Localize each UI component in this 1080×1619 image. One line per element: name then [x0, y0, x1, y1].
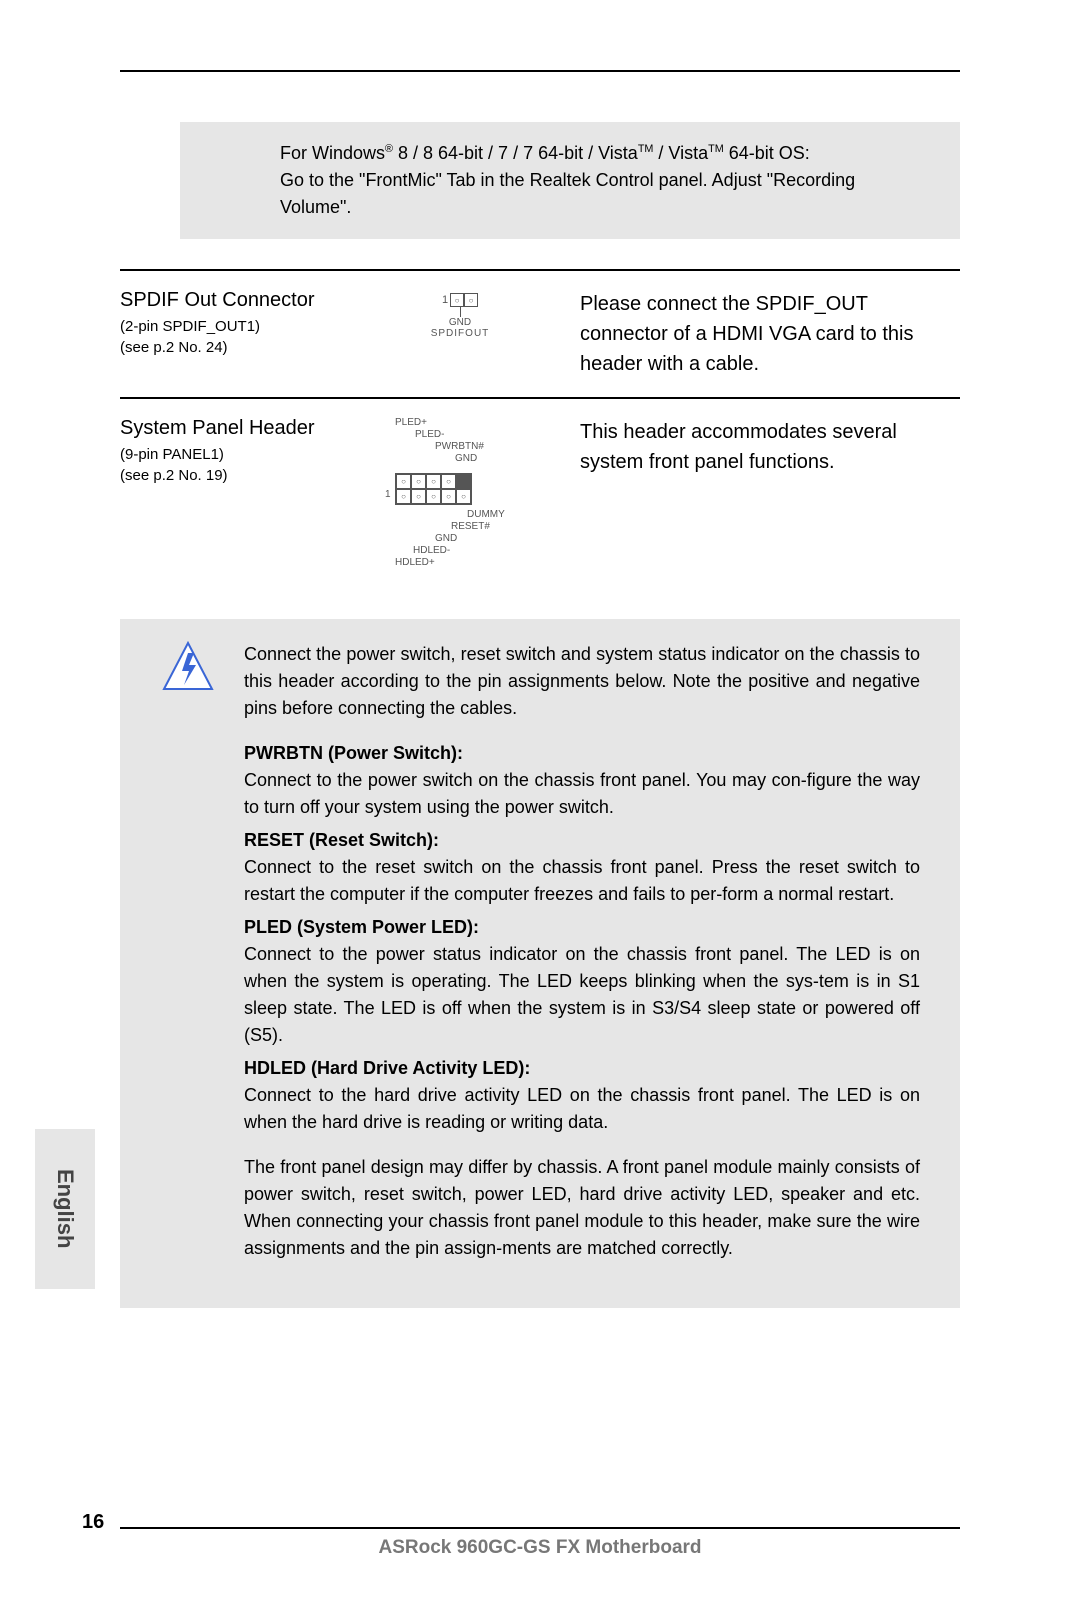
info-intro: Connect the power switch, reset switch a… — [244, 641, 920, 722]
section-spdif: SPDIF Out Connector (2-pin SPDIF_OUT1) (… — [120, 289, 960, 379]
page-number: 16 — [82, 1511, 112, 1534]
spdif-sub1: (2-pin SPDIF_OUT1) — [120, 318, 340, 335]
note-text: For Windows® 8 / 8 64-bit / 7 / 7 64-bit… — [280, 140, 920, 167]
spdif-diagram: 1 ○○ GND SPDIFOUT — [431, 293, 490, 339]
info-subtext: Connect to the power status indicator on… — [244, 941, 920, 1049]
spdif-desc: Please connect the SPDIF_OUT connector o… — [580, 289, 960, 379]
note-box-windows: For Windows® 8 / 8 64-bit / 7 / 7 64-bit… — [180, 122, 960, 239]
lightning-icon — [160, 641, 216, 1280]
info-subhead: RESET (Reset Switch): — [244, 827, 920, 854]
info-outro: The front panel design may differ by cha… — [244, 1154, 920, 1262]
info-box: Connect the power switch, reset switch a… — [120, 619, 960, 1308]
note-text-2: Go to the "FrontMic" Tab in the Realtek … — [280, 167, 920, 221]
info-subtext: Connect to the power switch on the chass… — [244, 767, 920, 821]
info-subtext: Connect to the hard drive activity LED o… — [244, 1082, 920, 1136]
footer: 16 ASRock 960GC-GS FX Motherboard — [120, 1527, 960, 1559]
info-subhead: HDLED (Hard Drive Activity LED): — [244, 1055, 920, 1082]
language-tab: English — [35, 1129, 95, 1289]
info-content: Connect the power switch, reset switch a… — [244, 641, 920, 1280]
info-subhead: PWRBTN (Power Switch): — [244, 740, 920, 767]
rule-mid-2 — [120, 397, 960, 399]
footer-title: ASRock 960GC-GS FX Motherboard — [120, 1537, 960, 1559]
panel-sub2: (see p.2 No. 19) — [120, 467, 340, 484]
language-label: English — [52, 1169, 78, 1248]
panel-desc: This header accommodates several system … — [580, 417, 960, 477]
spdif-sub2: (see p.2 No. 24) — [120, 339, 340, 356]
info-subhead: PLED (System Power LED): — [244, 914, 920, 941]
panel-sub1: (9-pin PANEL1) — [120, 446, 340, 463]
rule-top — [120, 70, 960, 72]
spdif-title: SPDIF Out Connector — [120, 289, 340, 312]
panel-title: System Panel Header — [120, 417, 340, 440]
panel-diagram: PLED+ PLED- PWRBTN# GND 1 ○○○○ ○○○○○ DUM… — [375, 417, 545, 597]
info-subtext: Connect to the reset switch on the chass… — [244, 854, 920, 908]
rule-mid-1 — [120, 269, 960, 271]
section-panel: System Panel Header (9-pin PANEL1) (see … — [120, 417, 960, 597]
